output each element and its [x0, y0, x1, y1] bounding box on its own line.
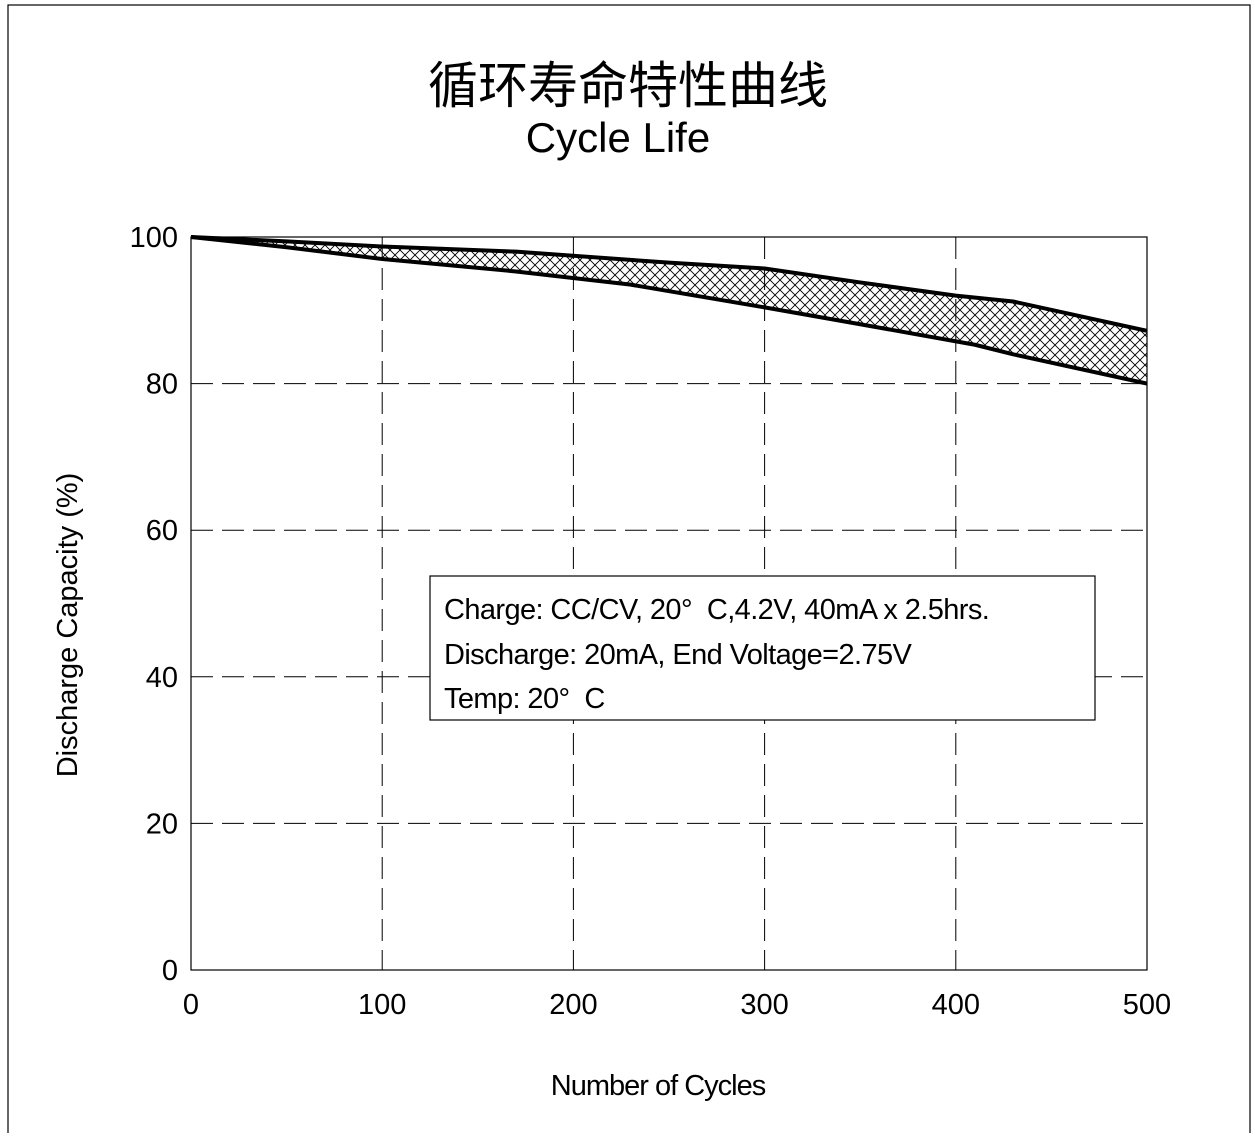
lower-bound-line	[190, 235, 1148, 386]
capacity-range-band	[191, 237, 1147, 384]
y-tick-label: 60	[146, 515, 178, 547]
y-tick-label: 80	[146, 369, 178, 401]
series-lines	[190, 235, 1148, 386]
x-axis-ticks: 0 100 200 300 400 500	[183, 989, 1171, 1021]
chart-title: 循环寿命特性曲线	[428, 58, 828, 114]
x-tick-label: 500	[1123, 989, 1171, 1021]
y-axis-label: Discharge Capacity (%)	[52, 473, 84, 778]
y-tick-label: 20	[146, 808, 178, 840]
plot-area-border	[190, 236, 1148, 971]
chart-subtitle: Cycle Life	[526, 114, 710, 161]
x-tick-label: 200	[549, 989, 597, 1021]
charge-condition: Charge: CC/CV, 20° C,4.2V, 40mA x 2.5hrs…	[444, 594, 989, 626]
x-tick-label: 0	[183, 989, 199, 1021]
figure-border	[7, 4, 1251, 1138]
x-axis-label: Number of Cycles	[551, 1070, 766, 1102]
x-tick-label: 300	[740, 989, 788, 1021]
x-tick-label: 400	[932, 989, 980, 1021]
y-tick-label: 40	[146, 662, 178, 694]
test-conditions-box: Charge: CC/CV, 20° C,4.2V, 40mA x 2.5hrs…	[429, 575, 1096, 721]
y-tick-label: 100	[130, 222, 178, 254]
capacity-band	[191, 237, 1147, 384]
upper-bound-line	[190, 235, 1148, 333]
x-tick-label: 100	[358, 989, 406, 1021]
y-axis-ticks: 0 20 40 60 80 100	[130, 222, 178, 987]
y-tick-label: 0	[162, 955, 178, 987]
temperature-condition: Temp: 20° C	[444, 683, 605, 715]
discharge-condition: Discharge: 20mA, End Voltage=2.75V	[444, 639, 913, 671]
